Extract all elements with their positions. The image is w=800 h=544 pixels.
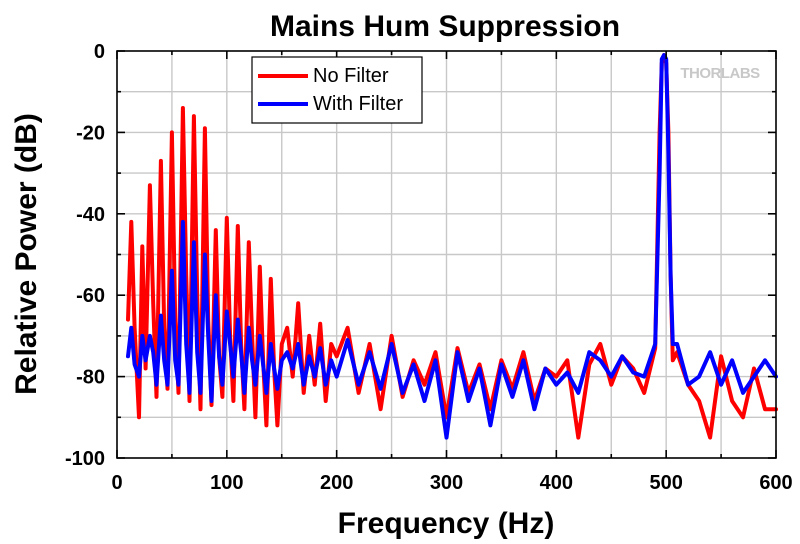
chart-title: Mains Hum Suppression [270,10,620,43]
series-layer [126,53,778,440]
legend-label-with-filter: With Filter [313,93,403,115]
grid [117,51,776,458]
x-axis-label: Frequency (Hz) [338,507,555,540]
legend-box [251,56,423,124]
x-tick-label: 400 [540,472,573,494]
y-tick-label: -20 [76,122,105,144]
x-tick-label: 200 [320,472,353,494]
x-tick-label: 600 [759,472,792,494]
y-tick-label: -60 [76,285,105,307]
y-tick-label: -100 [65,448,105,470]
x-tick-label: 100 [210,472,243,494]
y-tick-label: -80 [76,367,105,389]
series-line-with-filter [126,53,778,440]
legend: No Filter With Filter [251,56,423,124]
y-tick-label: 0 [94,41,105,63]
watermark-logo: THORLABS [680,65,760,82]
x-tick-label: 300 [430,472,463,494]
x-tick-label: 0 [111,472,122,494]
x-tick-label: 500 [649,472,682,494]
y-axis-label: Relative Power (dB) [10,113,43,395]
axis-ticks: 0 100 200 300 400 500 600 0 -20 -40 -60 -80 -100 [65,41,793,494]
legend-label-no-filter: No Filter [313,65,389,87]
y-tick-label: -40 [76,204,105,226]
